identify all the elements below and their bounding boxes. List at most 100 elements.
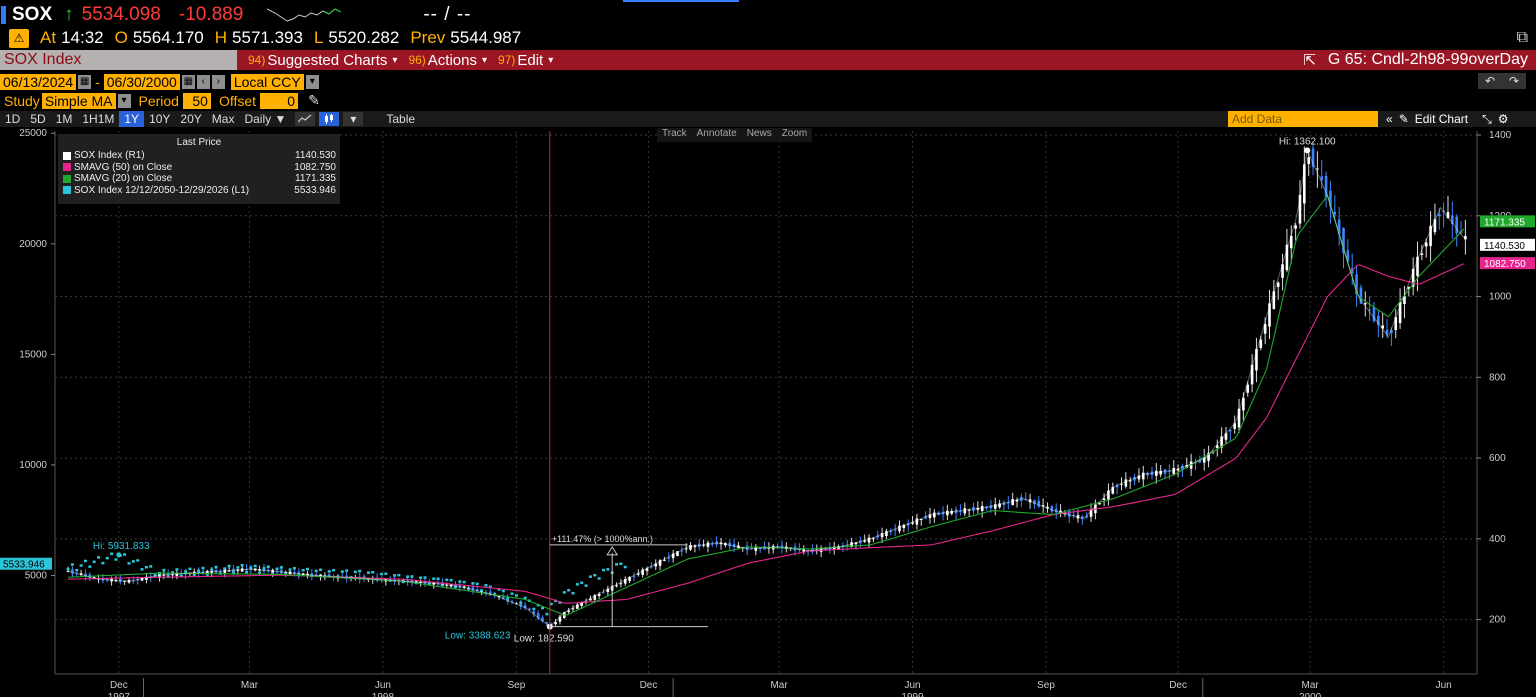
security-title[interactable]: SOX Index [0,50,237,70]
link-underline[interactable] [623,0,739,2]
overlay-point [575,583,579,586]
candle-body [145,576,148,580]
legend-value: 1171.335 [295,173,336,185]
candle-body [288,571,292,575]
resize-icon[interactable]: ⤡ [1482,111,1492,126]
menu-number: 96) [408,53,426,67]
overlay-point [114,558,118,561]
overlay-point [231,571,235,574]
candle-body [510,601,514,603]
legend-item[interactable]: SOX Index (R1) 1140.530 [58,150,340,162]
period-1m[interactable]: 1M [55,112,73,126]
period-input[interactable]: 50 [182,92,211,109]
currency-select[interactable]: Local CCY [230,73,304,90]
overlay-point [371,571,375,574]
candle-body [780,545,784,549]
period-5d[interactable]: 5D [30,112,46,126]
candle-body [214,569,218,573]
line-chart-icon[interactable] [295,112,316,126]
annotate-tool[interactable]: Annotate [696,128,737,139]
undo-icon[interactable]: ↶ [1484,74,1496,88]
overlay-point [510,592,514,595]
track-tool[interactable]: Track [662,128,687,139]
calendar-icon[interactable]: ▦ [78,74,92,89]
study-select[interactable]: Simple MA [41,92,116,109]
overlay-point [549,602,553,606]
period-max[interactable]: Max [211,112,235,126]
value-tag-bg [1480,257,1535,270]
legend-item[interactable]: SOX Index 12/12/2050-12/29/2026 (L1) 553… [58,185,340,197]
candle-chart-icon[interactable] [319,112,340,126]
legend-value: 1082.750 [294,161,336,173]
legend-value: 5533.946 [294,184,336,196]
overlay-point [105,556,109,560]
chevron-down-icon[interactable]: ▾ [305,74,319,89]
candle-body [824,548,827,550]
candle-body [828,547,832,550]
redo-icon[interactable]: ↷ [1508,74,1520,88]
price-chart[interactable]: 2004006008001000120014005000100001500020… [0,127,1536,697]
candle-body [267,569,270,572]
frequency-select[interactable]: Daily ▼ [244,112,287,126]
pencil-icon[interactable]: ✎ [308,92,320,108]
candle-body [589,598,592,601]
overlay-point [541,606,545,610]
candle-body [1464,235,1467,240]
overlay-point [562,591,566,594]
news-tool[interactable]: News [746,128,772,139]
period-1d[interactable]: 1D [5,112,21,126]
candle-body [1363,303,1367,305]
x-tick-label: Mar [241,680,259,691]
table-button[interactable]: Table [386,112,416,126]
gear-icon[interactable]: ⚙ [1497,112,1509,126]
x-tick-label: Mar [770,680,788,691]
chevron-down-icon[interactable]: ▾ [343,112,364,126]
ticker-symbol[interactable]: SOX [12,3,53,25]
candle-body [319,574,322,578]
screenshot-icon[interactable]: ⧉ [1516,29,1528,46]
start-date-field[interactable]: 06/13/2024 [0,73,77,90]
candle-body [1398,302,1402,324]
overlay-point [375,577,379,581]
candle-body [715,541,718,545]
chevron-down-icon[interactable]: ▾ [117,93,131,108]
calendar-icon[interactable]: ▦ [181,74,195,89]
chevron-left-icon[interactable]: ‹ [196,74,210,89]
offset-input[interactable]: 0 [260,92,299,109]
chevron-right-icon[interactable]: › [211,74,225,89]
overlay-high-marker [116,552,122,558]
chart-area[interactable]: 2004006008001000120014005000100001500020… [0,127,1536,697]
period-10y[interactable]: 10Y [149,112,171,126]
add-data-input[interactable]: Add Data [1228,111,1378,127]
period-20y[interactable]: 20Y [180,112,202,126]
candle-body [262,568,266,572]
alert-icon[interactable]: ⚠ [9,28,29,48]
right-tick-label: 1000 [1489,292,1512,303]
external-link-icon[interactable]: ⇱ [1303,52,1316,69]
candle-body [1220,436,1223,448]
candle-body [593,595,597,600]
zoom-tool[interactable]: Zoom [781,128,808,139]
menu-actions[interactable]: 96) Actions ▾ [408,52,487,69]
period-1h1m[interactable]: 1H1M [82,112,115,126]
chart-name[interactable]: G 65: Cndl-2h98-99overDay [1327,51,1528,68]
candle-body [1155,470,1158,476]
menu-suggested-charts[interactable]: 94) Suggested Charts ▾ [248,52,397,69]
double-chevron-left-icon[interactable]: « [1386,112,1393,126]
candle-body [436,583,440,585]
candle-body [1276,282,1280,287]
sparkline-icon [267,7,342,22]
period-1y[interactable]: 1Y [119,111,145,127]
candle-body [1385,329,1389,335]
end-date-field[interactable]: 06/30/2000 [103,73,180,90]
legend-item[interactable]: SMAVG (20) on Close 1171.335 [58,173,340,185]
candle-body [937,512,940,515]
series-line [68,263,1465,604]
candle-body [406,580,409,583]
menu-edit[interactable]: 97) Edit ▾ [498,52,553,69]
candle-body [1067,511,1071,517]
overlay-point [184,570,188,573]
edit-chart-button[interactable]: Edit Chart [1414,112,1469,126]
legend-item[interactable]: SMAVG (50) on Close 1082.750 [58,162,340,174]
overlay-point [567,588,571,592]
